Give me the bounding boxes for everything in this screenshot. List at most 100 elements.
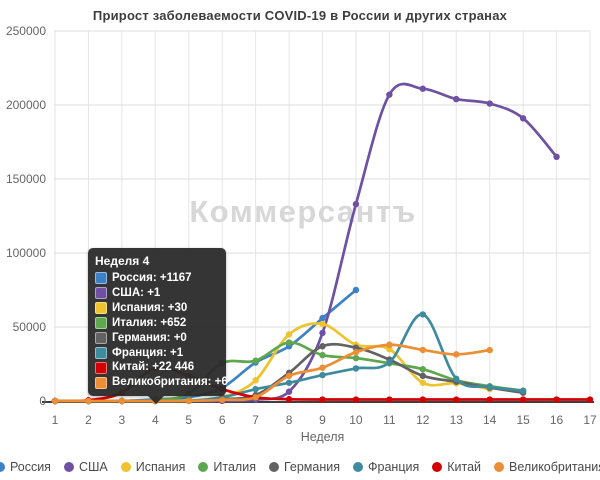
svg-text:100000: 100000	[6, 246, 46, 260]
series-Великобритания[interactable]	[51, 341, 493, 405]
data-point[interactable]	[386, 341, 393, 348]
data-point[interactable]	[352, 200, 360, 208]
x-axis-labels: 1 2 3 4 5 6 7 8 9 10 11 12 13 14 15 16 17	[52, 413, 597, 427]
data-point[interactable]	[486, 100, 493, 107]
data-point[interactable]	[285, 388, 293, 395]
data-point[interactable]	[118, 397, 126, 405]
data-point[interactable]	[319, 371, 326, 379]
data-point[interactable]	[285, 372, 293, 380]
data-point[interactable]	[553, 396, 560, 403]
tooltip-row-text: Германия: +0	[112, 331, 187, 344]
data-point[interactable]	[519, 115, 527, 122]
data-point[interactable]	[285, 339, 293, 346]
data-point[interactable]	[519, 396, 527, 403]
data-point[interactable]	[419, 85, 427, 92]
tooltip-row: Франция: +1	[95, 346, 219, 361]
data-point[interactable]	[519, 387, 527, 394]
data-point[interactable]	[386, 396, 393, 403]
legend-label: США	[78, 460, 108, 474]
legend-item-Франция[interactable]: Франция	[353, 460, 419, 474]
data-point[interactable]	[352, 344, 360, 351]
svg-text:15: 15	[516, 413, 530, 427]
svg-text:2: 2	[85, 413, 92, 427]
data-point[interactable]	[319, 314, 326, 322]
data-point[interactable]	[386, 346, 393, 353]
data-point[interactable]	[252, 394, 259, 401]
data-point[interactable]	[486, 346, 493, 354]
legend-item-Китай[interactable]: Китай	[432, 460, 481, 474]
svg-text:150000: 150000	[6, 172, 46, 186]
series-swatch	[95, 302, 107, 315]
data-point[interactable]	[319, 396, 326, 403]
data-point[interactable]	[218, 396, 226, 404]
legend-marker-icon	[0, 462, 5, 472]
data-point[interactable]	[252, 385, 259, 393]
data-point[interactable]	[252, 377, 259, 384]
legend-item-Великобритания[interactable]: Великобритания	[494, 460, 600, 474]
data-point[interactable]	[285, 396, 293, 403]
series-swatch	[95, 376, 107, 389]
legend-label: Италия	[213, 460, 256, 474]
data-point[interactable]	[352, 348, 360, 356]
tooltip-row-text: Россия: +1167	[112, 272, 192, 284]
svg-text:250000: 250000	[6, 24, 46, 38]
data-point[interactable]	[252, 357, 259, 364]
data-point[interactable]	[419, 346, 427, 354]
data-point[interactable]	[319, 364, 326, 371]
data-point[interactable]	[285, 331, 293, 338]
legend-item-Испания[interactable]: Испания	[120, 460, 186, 474]
tooltip-title: Неделя 4	[95, 254, 150, 268]
data-point[interactable]	[352, 286, 360, 294]
data-point[interactable]	[319, 320, 326, 328]
tooltip-row: Германия: +0	[95, 331, 219, 346]
data-point[interactable]	[352, 396, 360, 403]
svg-text:5: 5	[185, 413, 192, 427]
data-point[interactable]	[553, 153, 560, 160]
data-point[interactable]	[453, 95, 460, 103]
data-point[interactable]	[285, 379, 293, 386]
legend-label: Франция	[368, 460, 420, 474]
data-point[interactable]	[453, 375, 460, 382]
legend-item-Италия[interactable]: Италия	[198, 460, 256, 474]
data-point[interactable]	[85, 397, 92, 405]
svg-text:8: 8	[286, 413, 293, 427]
watermark: Коммерсантъ	[189, 194, 416, 229]
data-point[interactable]	[419, 379, 427, 386]
data-point[interactable]	[319, 329, 326, 337]
data-point[interactable]	[586, 396, 594, 403]
legend-label: Испания	[135, 460, 186, 474]
data-point[interactable]	[319, 351, 326, 359]
data-point[interactable]	[486, 383, 493, 391]
data-point[interactable]	[419, 372, 427, 380]
chart-title: Прирост заболеваемости COVID-19 в России…	[92, 8, 508, 23]
svg-text:4: 4	[152, 413, 159, 427]
legend-marker-icon	[432, 462, 443, 472]
legend-item-Россия[interactable]: Россия	[0, 460, 51, 474]
svg-text:13: 13	[450, 413, 464, 427]
data-point[interactable]	[486, 396, 493, 403]
data-point[interactable]	[386, 359, 393, 366]
data-point[interactable]	[319, 343, 326, 350]
legend-label: Великобритания	[509, 460, 600, 474]
data-point[interactable]	[352, 354, 360, 362]
gridlines	[54, 30, 591, 401]
data-point[interactable]	[185, 397, 192, 405]
legend-item-США[interactable]: США	[63, 460, 108, 474]
data-point[interactable]	[419, 365, 427, 373]
data-point[interactable]	[352, 365, 360, 372]
tooltip-caret	[148, 396, 164, 405]
y-axis-labels: 0 50000 100000 150000 200000 250000	[6, 24, 46, 408]
svg-text:9: 9	[319, 413, 326, 427]
data-point[interactable]	[51, 397, 59, 405]
legend-marker-icon	[63, 462, 74, 472]
data-point[interactable]	[419, 396, 427, 403]
tooltip-row-text: Франция: +1	[112, 346, 184, 359]
data-point[interactable]	[453, 396, 460, 403]
data-point[interactable]	[419, 311, 427, 318]
data-point[interactable]	[453, 351, 460, 358]
legend-item-Германия[interactable]: Германия	[268, 460, 340, 474]
data-point[interactable]	[386, 91, 393, 98]
legend-label: Китай	[447, 460, 482, 474]
tooltip-row-text: Китай: +22 446	[112, 361, 195, 374]
